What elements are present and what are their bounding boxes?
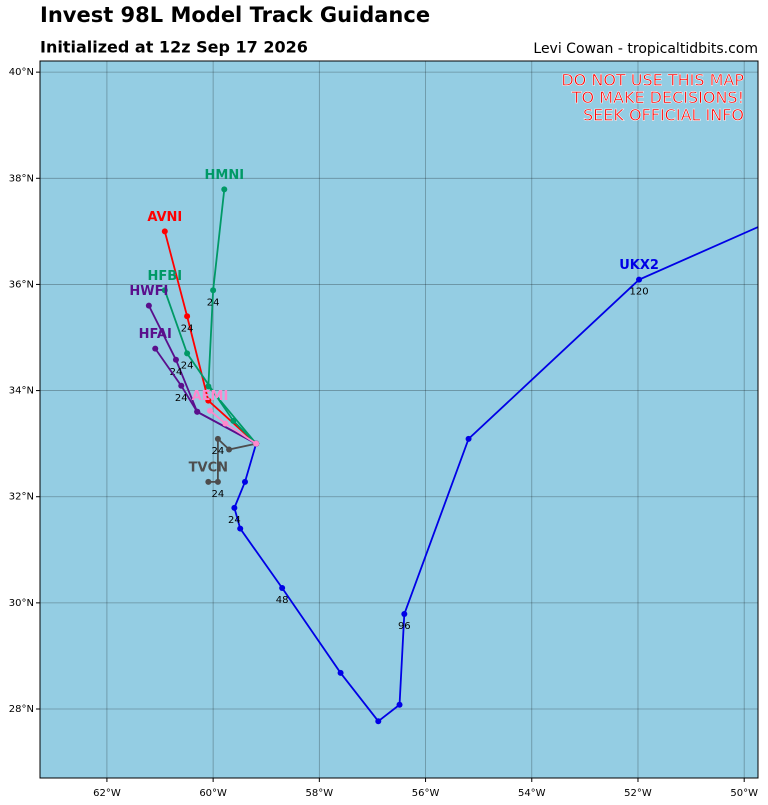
lat-tick-label: 38°N — [9, 173, 34, 184]
track-line — [154, 348, 257, 445]
track-point — [184, 350, 191, 357]
track-point — [401, 611, 408, 618]
track-name: AVNI — [147, 210, 182, 225]
track-name: AEMI — [192, 389, 229, 404]
hour-label: 24 — [228, 515, 241, 526]
track-line — [163, 289, 257, 445]
hour-label: 24 — [212, 446, 225, 457]
lat-tick-label: 36°N — [9, 279, 34, 290]
track-point — [241, 478, 248, 485]
track-point — [214, 478, 221, 485]
warning-text: SEEK OFFICIAL INFO — [583, 106, 744, 125]
track-point — [194, 408, 201, 415]
lon-tick-label: 60°W — [199, 788, 227, 799]
lat-tick-label: 34°N — [9, 386, 34, 397]
track-point — [465, 435, 472, 442]
track-point — [222, 420, 229, 427]
track-point — [253, 440, 260, 447]
track-point — [230, 417, 237, 424]
track-point — [636, 276, 643, 283]
track-point — [161, 228, 168, 235]
lon-tick-label: 58°W — [306, 788, 334, 799]
hour-label: 24 — [181, 323, 194, 334]
track-point — [231, 504, 238, 511]
map-frame — [39, 60, 759, 779]
track-point — [210, 287, 217, 294]
track-point — [178, 382, 185, 389]
track-point — [206, 407, 213, 414]
lat-tick-label: 28°N — [9, 704, 34, 715]
warning-text: TO MAKE DECISIONS! — [571, 88, 744, 107]
hour-label: 24 — [181, 360, 194, 371]
track-point — [337, 669, 344, 676]
track-point — [145, 302, 152, 309]
track-point — [279, 585, 286, 592]
subtitle: Initialized at 12z Sep 17 2026 — [40, 38, 308, 57]
track-name: HFBI — [148, 269, 183, 284]
warning-text: DO NOT USE THIS MAP — [561, 71, 744, 90]
hour-label: 48 — [276, 595, 289, 606]
lon-tick-label: 52°W — [624, 788, 652, 799]
track-point — [161, 287, 168, 294]
track-point — [172, 356, 179, 363]
track-point — [226, 446, 233, 453]
hour-label: 24 — [170, 367, 183, 378]
track-line — [207, 189, 257, 445]
track-name: HMNI — [205, 168, 245, 183]
hour-label: 24 — [175, 393, 188, 404]
lon-tick-label: 50°W — [730, 788, 758, 799]
track-point — [152, 345, 159, 352]
lon-tick-label: 54°W — [518, 788, 546, 799]
track-point — [214, 435, 221, 442]
track-line — [233, 226, 758, 723]
track-point — [205, 397, 212, 404]
track-name: HFAI — [139, 327, 172, 342]
track-point — [396, 701, 403, 708]
lat-tick-label: 30°N — [9, 598, 34, 609]
track-point — [237, 525, 244, 532]
lat-tick-label: 32°N — [9, 492, 34, 503]
hour-label: 120 — [629, 287, 648, 298]
hour-label: 24 — [212, 489, 225, 500]
lat-tick-label: 40°N — [9, 67, 34, 78]
lon-tick-label: 56°W — [412, 788, 440, 799]
track-name: TVCN — [189, 460, 228, 475]
lon-tick-label: 62°W — [93, 788, 121, 799]
map-background — [40, 61, 758, 778]
hour-label: 24 — [207, 297, 220, 308]
track-point — [221, 186, 228, 193]
hour-label: 96 — [398, 621, 411, 632]
track-point — [375, 718, 382, 725]
track-name: UKX2 — [619, 258, 659, 273]
credit: Levi Cowan - tropicaltidbits.com — [533, 41, 758, 57]
title: Invest 98L Model Track Guidance — [40, 3, 430, 27]
track-name: HWFI — [129, 284, 168, 299]
track-point — [205, 478, 212, 485]
track-point — [184, 313, 191, 320]
